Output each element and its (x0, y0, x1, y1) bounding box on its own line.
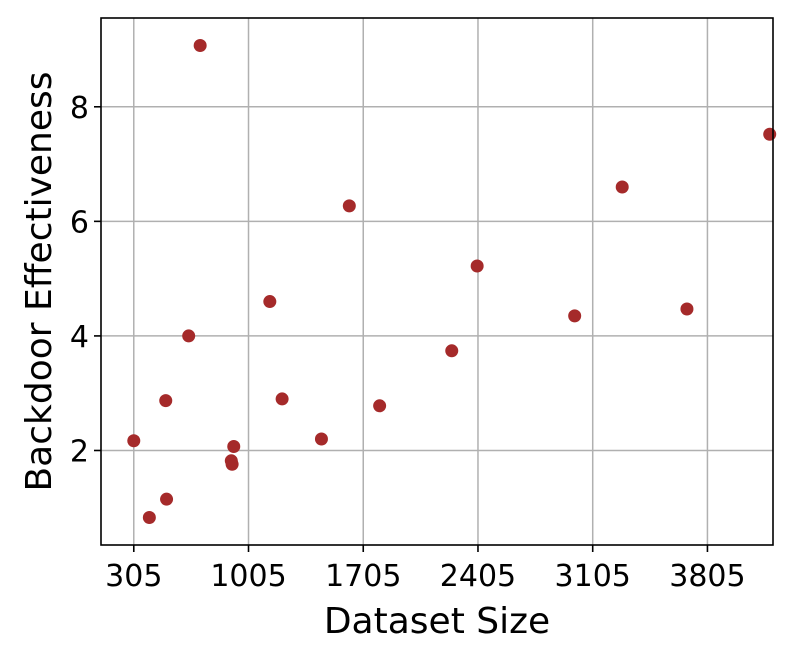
y-tick-label: 2 (70, 434, 89, 469)
data-point (225, 457, 239, 471)
plot-frame (100, 17, 774, 546)
data-point (342, 199, 356, 213)
data-point (615, 180, 629, 194)
x-tick-label: 3105 (555, 559, 631, 594)
data-point (445, 344, 459, 358)
x-tick-label: 3805 (669, 559, 745, 594)
data-points (127, 38, 777, 525)
data-point (763, 127, 777, 141)
x-tick-label: 305 (105, 559, 162, 594)
data-point (275, 392, 289, 406)
data-point (568, 309, 582, 323)
grid (101, 18, 773, 545)
data-point (227, 439, 241, 453)
data-point (373, 399, 387, 413)
y-axis-label: Backdoor Effectiveness (19, 71, 60, 491)
x-tick-label: 2405 (440, 559, 516, 594)
y-tick-label: 8 (70, 91, 89, 126)
data-point (193, 38, 207, 52)
y-tick-label: 6 (70, 205, 89, 240)
data-point (142, 511, 156, 525)
data-point (182, 329, 196, 343)
x-tick-label: 1705 (325, 559, 401, 594)
data-point (680, 302, 694, 316)
data-point (159, 394, 173, 408)
x-axis-label: Dataset Size (324, 601, 550, 642)
data-point (314, 432, 328, 446)
x-tick-label: 1005 (210, 559, 286, 594)
y-tick-label: 4 (70, 320, 89, 355)
axis-ticks: 305 1005 1705 2405 3105 3805 2 4 6 8 (70, 91, 746, 594)
data-point (160, 492, 174, 506)
data-point (263, 295, 277, 309)
data-point (127, 434, 141, 448)
data-point (470, 259, 484, 273)
